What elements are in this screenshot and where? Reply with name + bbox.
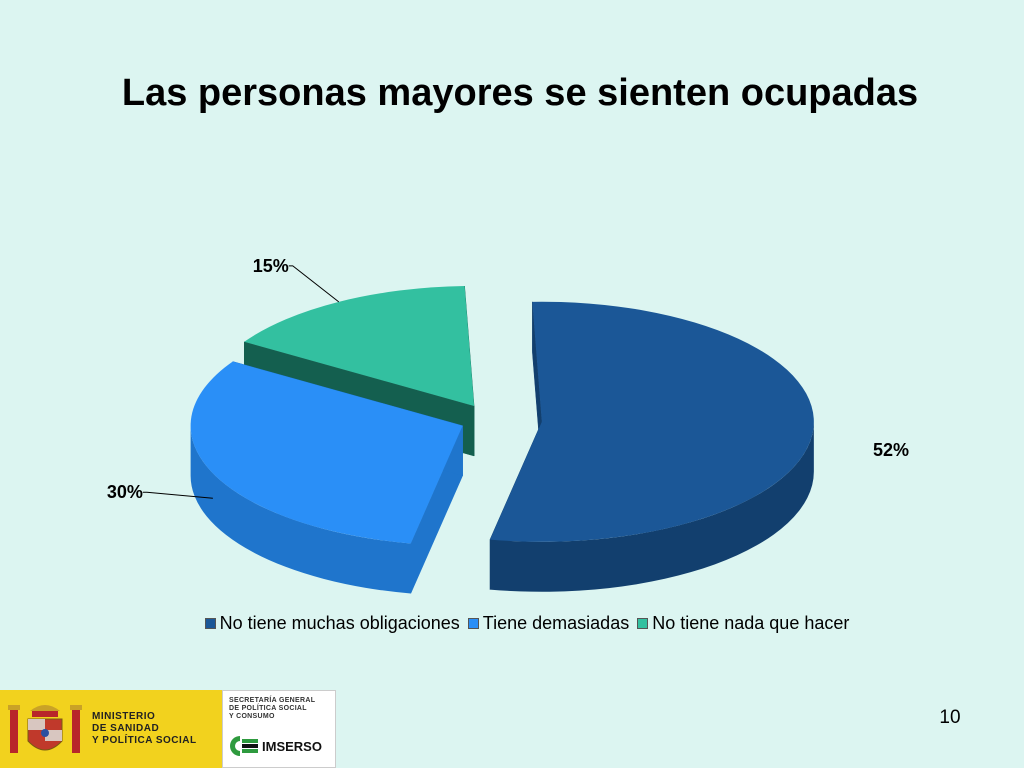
- legend-label: No tiene nada que hacer: [652, 613, 850, 633]
- pie-slice-no-tiene-muchas-obligaciones: [489, 301, 814, 542]
- imserso-logo: SECRETARÍA GENERAL DE POLÍTICA SOCIAL Y …: [222, 690, 336, 768]
- data-label-tiene-demasiadas: 30%: [107, 482, 143, 502]
- pie-slice-side-no-tiene-muchas-obligaciones: [489, 421, 814, 592]
- chart-legend: No tiene muchas obligaciones Tiene demas…: [0, 613, 1024, 634]
- legend-swatch: [637, 618, 649, 629]
- pie-slice-side-tiene-demasiadas: [190, 425, 411, 594]
- data-label-no-tiene-muchas-obligaciones: 52%: [873, 440, 909, 460]
- imserso-name: IMSERSO: [262, 738, 322, 754]
- data-label-leader: [142, 491, 213, 499]
- legend-item-tiene-demasiadas: Tiene demasiadas: [467, 613, 630, 634]
- data-label-leader: [288, 265, 340, 303]
- legend-swatch: [467, 618, 479, 629]
- ministry-name: MINISTERIO DE SANIDAD Y POLÍTICA SOCIAL: [92, 711, 197, 746]
- legend-label: Tiene demasiadas: [482, 613, 630, 633]
- page-number: 10: [939, 707, 961, 728]
- slide-title: Las personas mayores se sienten ocupadas: [121, 72, 919, 114]
- pie-slice-no-tiene-nada-que-hacer: [244, 286, 475, 406]
- pie-slice-tiene-demasiadas: [190, 361, 463, 544]
- ministry-logo: MINISTERIO DE SANIDAD Y POLÍTICA SOCIAL: [0, 690, 222, 768]
- legend-label: No tiene muchas obligaciones: [219, 613, 460, 633]
- footer-logos: MINISTERIO DE SANIDAD Y POLÍTICA SOCIAL …: [0, 690, 336, 768]
- secretaria-name: SECRETARÍA GENERAL DE POLÍTICA SOCIAL Y …: [229, 697, 316, 720]
- imserso-mark-icon: [230, 736, 258, 756]
- legend-swatch: [204, 618, 216, 629]
- legend-item-no-tiene-nada-que-hacer: No tiene nada que hacer: [637, 613, 849, 634]
- coat-of-arms-icon: [8, 705, 82, 753]
- data-label-no-tiene-nada-que-hacer: 15%: [253, 256, 289, 276]
- legend-item-no-tiene-muchas-obligaciones: No tiene muchas obligaciones: [204, 613, 460, 634]
